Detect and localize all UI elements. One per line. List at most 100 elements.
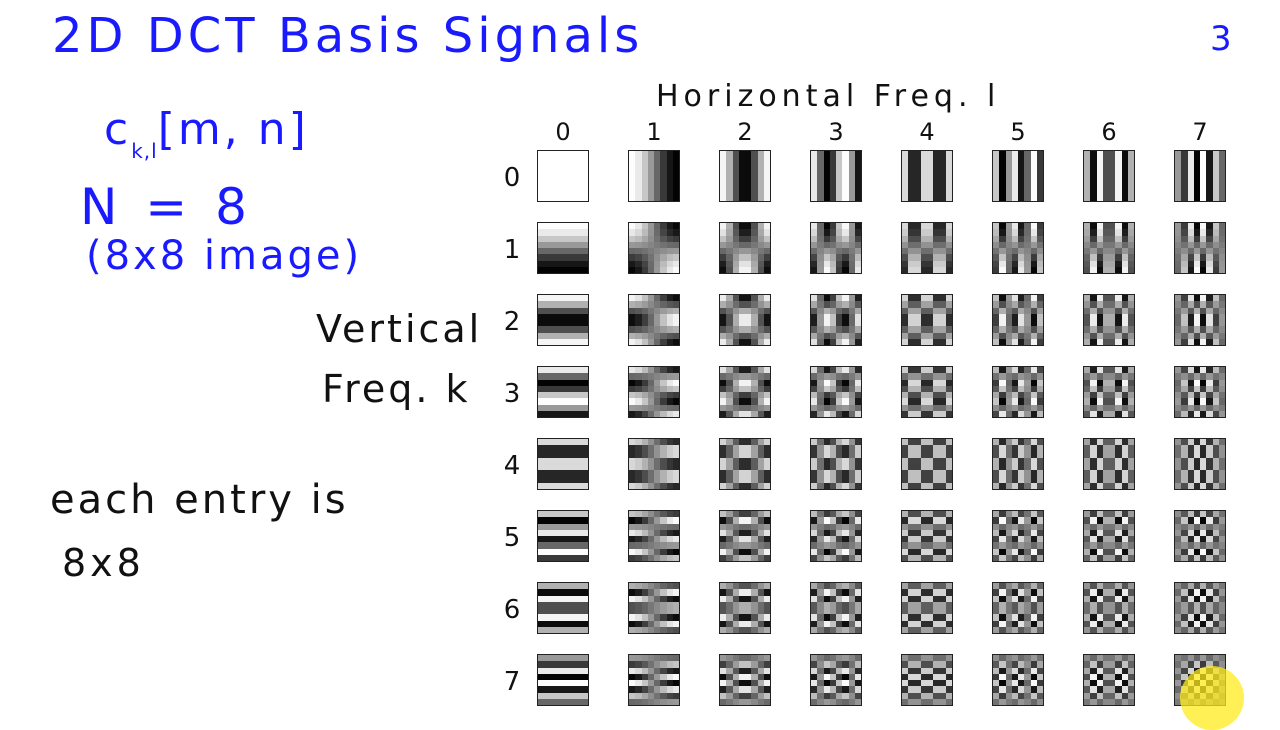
basis-pixel <box>641 385 648 392</box>
basis-pixel <box>1175 536 1182 543</box>
basis-pixel <box>660 451 667 458</box>
basis-pixel <box>854 379 861 386</box>
basis-pixel <box>1090 385 1097 392</box>
basis-pixel <box>1127 673 1134 680</box>
basis-pixel <box>908 608 915 615</box>
basis-pixel <box>1018 451 1025 458</box>
basis-pixel <box>581 667 588 674</box>
basis-pixel <box>908 680 915 687</box>
basis-pixel <box>1193 332 1200 339</box>
basis-pixel <box>842 464 849 471</box>
basis-pixel <box>563 254 570 261</box>
basis-pixel <box>1036 439 1043 446</box>
basis-pixel <box>720 686 727 693</box>
basis-pixel <box>811 182 818 189</box>
basis-pixel <box>914 338 921 345</box>
basis-pixel <box>1036 476 1043 483</box>
basis-pixel <box>1030 542 1037 549</box>
basis-pixel <box>1102 194 1109 201</box>
basis-pixel <box>1175 392 1182 399</box>
basis-pixel <box>751 548 758 555</box>
basis-pixel <box>817 470 824 477</box>
basis-pixel <box>939 529 946 536</box>
basis-pixel <box>1127 338 1134 345</box>
basis-pixel <box>999 151 1006 158</box>
basis-pixel <box>1084 554 1091 561</box>
basis-pixel <box>836 457 843 464</box>
basis-pixel <box>842 410 849 417</box>
basis-pixel <box>757 398 764 405</box>
basis-pixel <box>751 338 758 345</box>
basis-pixel <box>1206 379 1213 386</box>
basis-pixel <box>647 151 654 158</box>
basis-pixel <box>817 445 824 452</box>
basis-pixel <box>1175 176 1182 183</box>
basis-pixel <box>933 367 940 374</box>
basis-pixel <box>1011 589 1018 596</box>
basis-pixel <box>757 439 764 446</box>
basis-pixel <box>1024 260 1031 267</box>
basis-pixel <box>654 367 661 374</box>
basis-tile <box>719 438 771 490</box>
basis-pixel <box>550 626 557 633</box>
basis-pixel <box>666 320 673 327</box>
basis-pixel <box>999 295 1006 302</box>
basis-pixel <box>1096 523 1103 530</box>
basis-pixel <box>848 445 855 452</box>
basis-pixel <box>1175 476 1182 483</box>
basis-pixel <box>1218 464 1225 471</box>
basis-pixel <box>1096 241 1103 248</box>
basis-pixel <box>757 194 764 201</box>
basis-pixel <box>581 589 588 596</box>
basis-pixel <box>654 620 661 627</box>
basis-pixel <box>817 163 824 170</box>
basis-pixel <box>1193 241 1200 248</box>
basis-pixel <box>550 157 557 164</box>
basis-pixel <box>641 464 648 471</box>
basis-pixel <box>1200 254 1207 261</box>
basis-pixel <box>1096 151 1103 158</box>
basis-pixel <box>902 511 909 518</box>
basis-pixel <box>720 445 727 452</box>
basis-pixel <box>1011 601 1018 608</box>
basis-pixel <box>1030 464 1037 471</box>
basis-pixel <box>563 614 570 621</box>
basis-pixel <box>635 410 642 417</box>
basis-pixel <box>1212 601 1219 608</box>
basis-pixel <box>817 536 824 543</box>
basis-pixel <box>945 476 952 483</box>
basis-pixel <box>823 457 830 464</box>
basis-pixel <box>751 554 758 561</box>
basis-pixel <box>993 182 1000 189</box>
basis-pixel <box>726 476 733 483</box>
basis-pixel <box>647 620 654 627</box>
basis-pixel <box>641 470 648 477</box>
basis-pixel <box>660 295 667 302</box>
basis-pixel <box>666 667 673 674</box>
basis-pixel <box>1175 157 1182 164</box>
basis-pixel <box>720 464 727 471</box>
basis-pixel <box>902 595 909 602</box>
basis-pixel <box>836 464 843 471</box>
basis-pixel <box>848 583 855 590</box>
basis-pixel <box>629 554 636 561</box>
basis-pixel <box>1127 404 1134 411</box>
basis-pixel <box>902 445 909 452</box>
basis-pixel <box>811 176 818 183</box>
basis-pixel <box>1187 608 1194 615</box>
basis-pixel <box>666 464 673 471</box>
basis-pixel <box>1030 260 1037 267</box>
basis-pixel <box>1030 163 1037 170</box>
basis-pixel <box>1018 410 1025 417</box>
basis-pixel <box>550 523 557 530</box>
basis-pixel <box>902 686 909 693</box>
basis-pixel <box>556 451 563 458</box>
basis-pixel <box>1193 404 1200 411</box>
basis-pixel <box>666 151 673 158</box>
basis-pixel <box>544 194 551 201</box>
basis-pixel <box>914 451 921 458</box>
basis-pixel <box>732 542 739 549</box>
basis-pixel <box>629 476 636 483</box>
basis-pixel <box>1121 464 1128 471</box>
basis-pixel <box>757 445 764 452</box>
